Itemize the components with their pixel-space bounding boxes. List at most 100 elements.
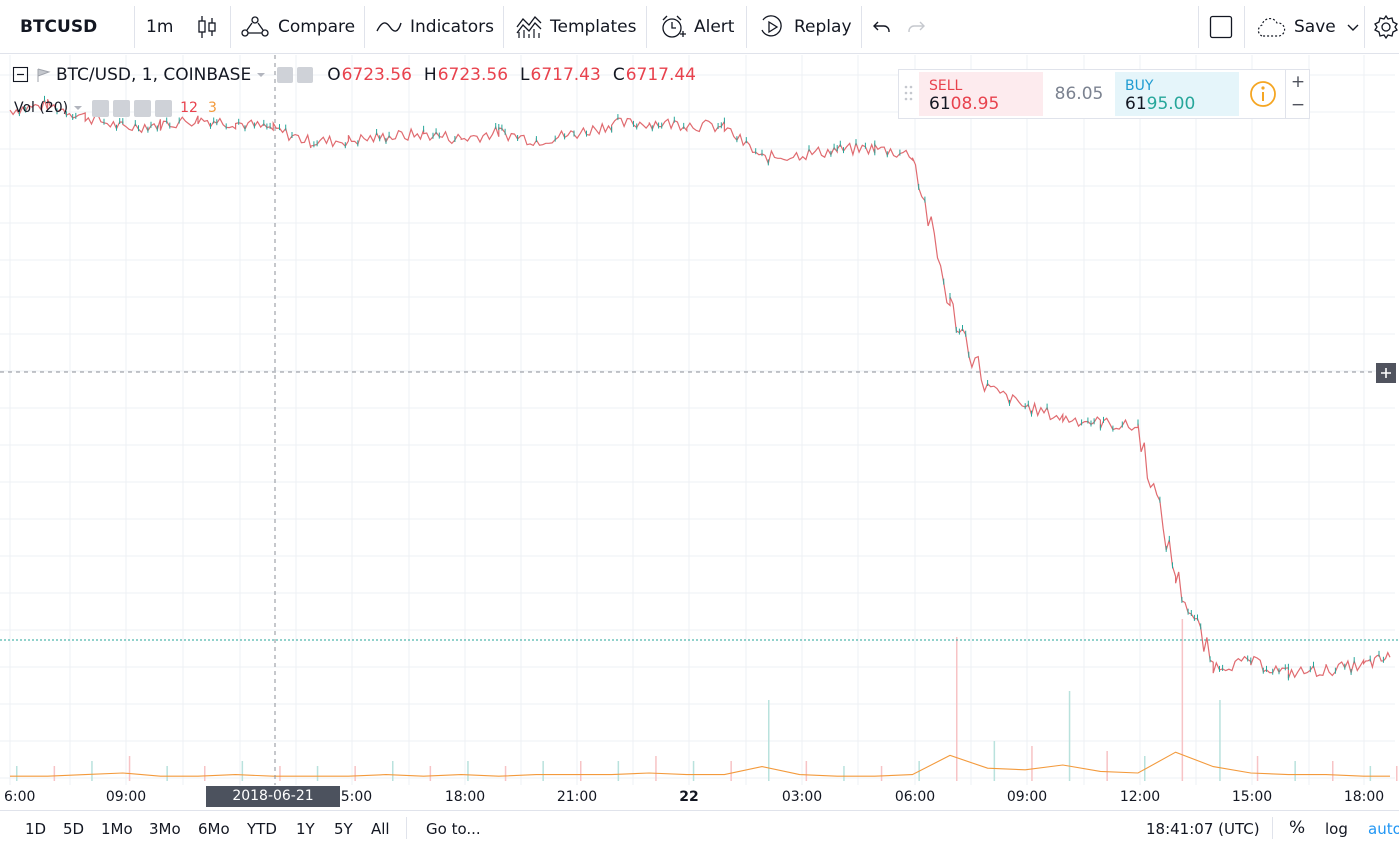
buy-label: BUY	[1125, 78, 1154, 94]
percent-toggle[interactable]: %	[1289, 818, 1306, 838]
toolbar-divider	[503, 6, 504, 48]
time-tick-label: 06:00	[894, 789, 936, 805]
auto-toggle[interactable]: auto	[1368, 820, 1399, 838]
volume-bar	[768, 700, 770, 781]
time-tick-label: 15:00	[1231, 789, 1273, 805]
volume-bar	[53, 766, 56, 781]
range-1d[interactable]: 1D	[25, 820, 47, 838]
time-tick-label: 21:00	[556, 789, 598, 805]
collapse-icon[interactable]	[12, 66, 30, 84]
undo-button[interactable]	[872, 0, 892, 54]
templates-button[interactable]: Templates	[516, 0, 636, 54]
volume-bar	[504, 766, 507, 781]
toolbar-divider	[364, 6, 365, 48]
volume-bar	[956, 637, 958, 781]
goto-button[interactable]: Go to...	[426, 820, 481, 838]
range-1y[interactable]: 1Y	[296, 820, 315, 838]
drag-handle-icon[interactable]	[904, 84, 914, 106]
buy-button[interactable]: BUY 6195.00	[1115, 72, 1239, 116]
volume-legend: Vol (20) 12 3	[14, 99, 217, 117]
chart-style-button[interactable]	[196, 0, 218, 54]
sell-button[interactable]: SELL 6108.95	[919, 72, 1043, 116]
time-axis[interactable]: 6:00 09:00 15:00 18:00 21:00 22 03:00 06:00 09:0…	[0, 785, 1399, 809]
info-icon[interactable]	[1249, 80, 1277, 108]
indicators-button[interactable]: Indicators	[376, 0, 494, 54]
undo-icon	[873, 21, 890, 32]
caret-down-icon[interactable]	[72, 103, 84, 113]
low-key: L	[520, 65, 530, 85]
toolbar-divider	[134, 6, 135, 48]
settings-button[interactable]	[1373, 0, 1399, 54]
series-title[interactable]: BTC/USD, 1, COINBASE	[56, 65, 252, 85]
bottom-divider	[1272, 817, 1273, 839]
range-5d[interactable]: 5D	[63, 820, 85, 838]
time-tick-label: 18:00	[1343, 789, 1385, 805]
volume-ma-value: 3	[207, 100, 217, 116]
interval-button[interactable]: 1m	[146, 17, 174, 37]
time-tick-label: 12:00	[1119, 789, 1161, 805]
range-6mo[interactable]: 6Mo	[198, 820, 230, 838]
log-toggle[interactable]: log	[1325, 820, 1348, 838]
volume-bar	[241, 761, 244, 781]
compare-icon	[241, 16, 269, 37]
volume-bar	[843, 766, 845, 781]
volume-bar	[1181, 619, 1184, 781]
volume-bar	[1219, 700, 1221, 781]
open-key: O	[327, 65, 341, 85]
range-all[interactable]: All	[371, 820, 390, 838]
range-5y[interactable]: 5Y	[334, 820, 353, 838]
range-1mo[interactable]: 1Mo	[101, 820, 133, 838]
volume-bar	[880, 766, 883, 781]
high-key: H	[423, 65, 437, 85]
volume-add-icon[interactable]	[134, 99, 152, 117]
toolbar-divider	[746, 6, 747, 48]
top-toolbar: BTCUSD 1m Compare Indicators	[0, 0, 1399, 54]
decrease-button[interactable]: −	[1290, 95, 1306, 115]
toolbar-divider	[861, 6, 862, 48]
toolbar-divider	[230, 6, 231, 48]
price-chart[interactable]	[0, 55, 1399, 785]
volume-bar	[1256, 756, 1259, 781]
bottom-toolbar: 1D 5D 1Mo 3Mo 6Mo YTD 1Y 5Y All Go to...…	[0, 810, 1399, 844]
fullscreen-button[interactable]	[1209, 0, 1233, 54]
alert-button[interactable]: Alert	[660, 0, 734, 54]
volume-settings-icon[interactable]	[113, 99, 131, 117]
symbol-search-button[interactable]: BTCUSD	[20, 17, 98, 37]
open-value: 6723.56	[341, 65, 412, 85]
increase-button[interactable]: +	[1290, 72, 1306, 92]
caret-down-icon[interactable]	[255, 70, 267, 80]
crosshair-time-label: 2018-06-21 12:55:00	[206, 786, 340, 825]
chevron-down-icon	[1347, 24, 1359, 31]
volume-eye-icon[interactable]	[92, 99, 110, 117]
volume-bar	[542, 761, 544, 781]
flag-icon[interactable]	[36, 67, 52, 83]
compare-button[interactable]: Compare	[240, 0, 355, 54]
volume-bar	[354, 766, 356, 781]
price-up-ticks	[18, 95, 1384, 681]
visibility-eye-icon[interactable]	[277, 67, 294, 83]
volume-value: 12	[180, 100, 198, 116]
redo-button[interactable]	[906, 0, 926, 54]
close-value: 6717.44	[625, 65, 697, 85]
series-settings-icon[interactable]	[297, 67, 314, 83]
volume-bar	[316, 766, 319, 781]
volume-bar	[1144, 756, 1146, 781]
volume-bar	[692, 761, 695, 781]
replay-button[interactable]: Replay	[758, 0, 852, 54]
cloud-icon	[1257, 17, 1286, 37]
range-ytd[interactable]: YTD	[247, 820, 277, 838]
alarm-clock-icon	[662, 15, 686, 38]
templates-label: Templates	[550, 17, 637, 37]
templates-icon	[516, 16, 542, 38]
chart-pane[interactable]	[0, 55, 1399, 785]
time-tick-label: 18:00	[444, 789, 486, 805]
volume-close-icon[interactable]	[155, 99, 173, 117]
utc-clock[interactable]: 18:41:07 (UTC)	[1146, 820, 1260, 838]
volume-title[interactable]: Vol (20)	[14, 100, 69, 116]
volume-bar	[1294, 761, 1296, 781]
save-button[interactable]: Save	[1254, 0, 1360, 54]
buy-sell-panel: SELL 6108.95 86.05 BUY 6195.00 + −	[898, 69, 1310, 119]
range-3mo[interactable]: 3Mo	[149, 820, 181, 838]
candlestick-icon	[198, 16, 216, 38]
volume-bar	[805, 761, 808, 781]
